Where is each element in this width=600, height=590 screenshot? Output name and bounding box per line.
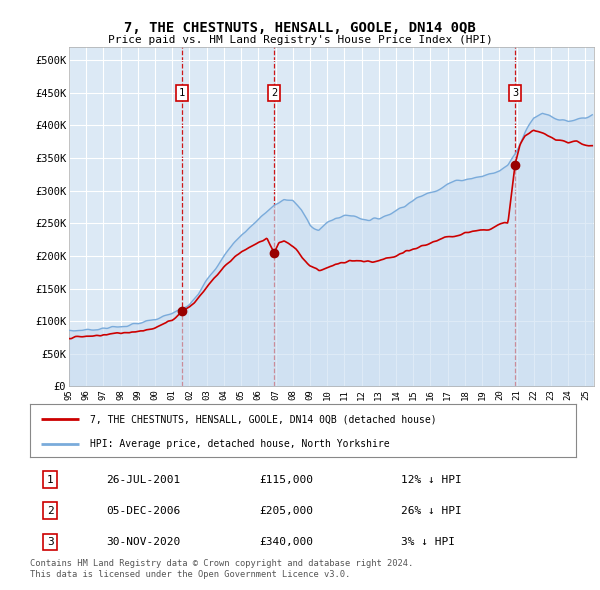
Text: 3: 3 — [47, 537, 53, 547]
Text: Price paid vs. HM Land Registry's House Price Index (HPI): Price paid vs. HM Land Registry's House … — [107, 35, 493, 45]
Text: 7, THE CHESTNUTS, HENSALL, GOOLE, DN14 0QB (detached house): 7, THE CHESTNUTS, HENSALL, GOOLE, DN14 0… — [90, 414, 437, 424]
Text: 12% ↓ HPI: 12% ↓ HPI — [401, 475, 462, 484]
Text: 1: 1 — [47, 475, 53, 484]
Text: 7, THE CHESTNUTS, HENSALL, GOOLE, DN14 0QB: 7, THE CHESTNUTS, HENSALL, GOOLE, DN14 0… — [124, 21, 476, 35]
Text: 2: 2 — [271, 88, 277, 98]
Text: Contains HM Land Registry data © Crown copyright and database right 2024.: Contains HM Land Registry data © Crown c… — [30, 559, 413, 568]
Text: 26-JUL-2001: 26-JUL-2001 — [106, 475, 181, 484]
Text: £205,000: £205,000 — [259, 506, 313, 516]
Text: HPI: Average price, detached house, North Yorkshire: HPI: Average price, detached house, Nort… — [90, 439, 389, 449]
Text: 3% ↓ HPI: 3% ↓ HPI — [401, 537, 455, 547]
Text: 30-NOV-2020: 30-NOV-2020 — [106, 537, 181, 547]
Text: 3: 3 — [512, 88, 518, 98]
Text: £115,000: £115,000 — [259, 475, 313, 484]
Text: 2: 2 — [47, 506, 53, 516]
Text: 05-DEC-2006: 05-DEC-2006 — [106, 506, 181, 516]
Text: 1: 1 — [179, 88, 185, 98]
Text: 26% ↓ HPI: 26% ↓ HPI — [401, 506, 462, 516]
Text: £340,000: £340,000 — [259, 537, 313, 547]
Text: This data is licensed under the Open Government Licence v3.0.: This data is licensed under the Open Gov… — [30, 570, 350, 579]
